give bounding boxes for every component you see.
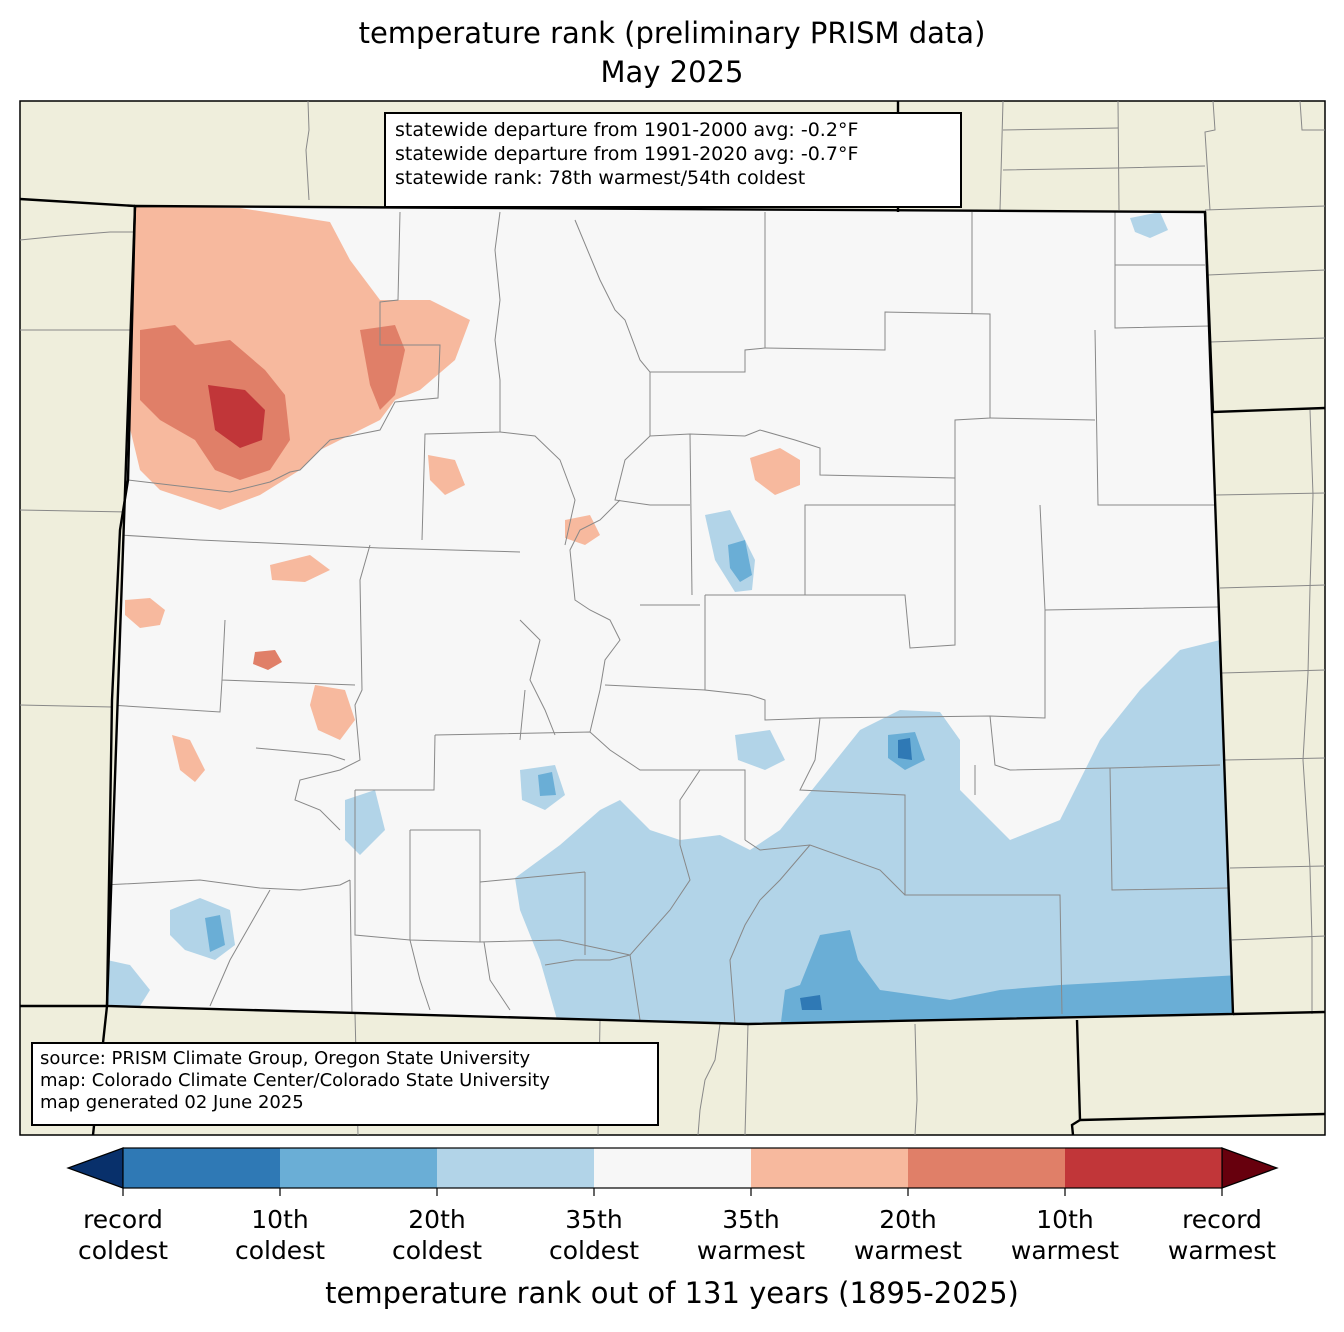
- cool-5th-region-central: [898, 738, 912, 760]
- stats-departure-1991-2020: statewide departure from 1991-2020 avg: …: [395, 143, 859, 165]
- colorbar-tick-label: 20th warmest: [828, 1204, 988, 1266]
- rank-shading: [107, 206, 1233, 1024]
- tick-label-line2: warmest: [1167, 1236, 1277, 1265]
- warm-35th-region-boulder: [750, 448, 800, 495]
- colorbar-tick-label: 10th coldest: [200, 1204, 360, 1266]
- tick-label-line1: 20th: [408, 1205, 466, 1234]
- warm-35th-region-grand-junction: [125, 598, 165, 628]
- tick-label-line1: record: [1182, 1205, 1262, 1234]
- colorbar-extend-high: [1221, 1147, 1279, 1189]
- cool-5th-region-southeast: [800, 995, 822, 1010]
- colorbar-tick-label: record warmest: [1142, 1204, 1302, 1266]
- statewide-stats-box: statewide departure from 1901-2000 avg: …: [384, 112, 962, 208]
- colorbar-extend-low: [66, 1147, 124, 1189]
- tick-label-line2: warmest: [696, 1236, 806, 1265]
- source-line: source: PRISM Climate Group, Oregon Stat…: [40, 1048, 531, 1069]
- county-lines: [107, 211, 1231, 1024]
- colorbar-title: temperature rank out of 131 years (1895-…: [325, 1276, 1019, 1310]
- colorbar-bin: [594, 1148, 752, 1188]
- tick-label-line2: warmest: [853, 1236, 963, 1265]
- colorbar-tick-label: record coldest: [43, 1204, 203, 1266]
- tick-label-line1: 10th: [251, 1205, 309, 1234]
- map-subtitle: May 2025: [600, 55, 744, 89]
- cool-35th-region-san-luis: [515, 640, 1233, 1024]
- warm-35th-region-summit: [565, 515, 600, 545]
- colorbar-outline: [122, 1147, 1223, 1189]
- tick-label-line1: 20th: [879, 1205, 937, 1234]
- tick-label-line2: warmest: [1010, 1236, 1120, 1265]
- colorbar-tick-label: 20th coldest: [357, 1204, 517, 1266]
- warm-35th-region-craig: [275, 225, 335, 290]
- cool-35th-region-sw-corner: [107, 960, 150, 1006]
- colorbar-tick-label: 35th warmest: [671, 1204, 831, 1266]
- tick-label-line2: coldest: [234, 1236, 326, 1265]
- state-boundaries: [19, 101, 1326, 1136]
- warm-10th-region-northwest: [208, 385, 265, 448]
- colorbar-bin: [280, 1148, 438, 1188]
- colorado-border: [105, 204, 1235, 1026]
- generated-date-line: map generated 02 June 2025: [40, 1092, 304, 1113]
- tick-label-line1: 35th: [722, 1205, 780, 1234]
- warm-35th-region-sandstone: [270, 555, 330, 582]
- colorbar-bin: [437, 1148, 595, 1188]
- warm-20th-region-gunnison: [253, 650, 282, 670]
- stats-statewide-rank: statewide rank: 78th warmest/54th coldes…: [395, 167, 806, 189]
- colorbar-tick-label: 35th coldest: [514, 1204, 674, 1266]
- cool-10th-region-sw: [205, 915, 225, 952]
- map-title: temperature rank (preliminary PRISM data…: [358, 16, 986, 50]
- cool-35th-region-pueblo-west: [735, 730, 785, 770]
- tick-label-line2: coldest: [548, 1236, 640, 1265]
- source-box: source: PRISM Climate Group, Oregon Stat…: [31, 1042, 659, 1126]
- map-credit-line: map: Colorado Climate Center/Colorado St…: [40, 1070, 550, 1091]
- colorbar-bin: [751, 1148, 909, 1188]
- wyoming-border: [19, 197, 136, 208]
- cool-10th-region-southeast: [780, 930, 1233, 1024]
- cool-10th-region-denver: [728, 540, 752, 582]
- neighbor-county-lines: [19, 100, 1326, 1136]
- warm-35th-region-montrose: [172, 735, 205, 782]
- warm-35th-region-west-small: [310, 685, 355, 740]
- warm-20th-region-meeker: [360, 325, 405, 410]
- colorbar-bin: [908, 1148, 1066, 1188]
- stats-departure-1901-2000: statewide departure from 1901-2000 avg: …: [395, 119, 859, 141]
- cool-10th-region-fremont: [538, 772, 556, 796]
- cool-35th-region-northeast: [1130, 212, 1168, 238]
- colorbar-bin: [123, 1148, 281, 1188]
- colorbar-tick-label: 10th warmest: [985, 1204, 1145, 1266]
- warm-35th-region-grand-county: [428, 455, 465, 495]
- colorbar: [66, 1147, 1279, 1196]
- tick-label-line2: coldest: [391, 1236, 483, 1265]
- tick-label-line2: coldest: [77, 1236, 169, 1265]
- nebraska-border: [1203, 211, 1326, 414]
- tick-label-line1: 35th: [565, 1205, 623, 1234]
- colorbar-bin: [1065, 1148, 1223, 1188]
- tick-label-line1: record: [83, 1205, 163, 1234]
- tick-label-line1: 10th: [1036, 1205, 1094, 1234]
